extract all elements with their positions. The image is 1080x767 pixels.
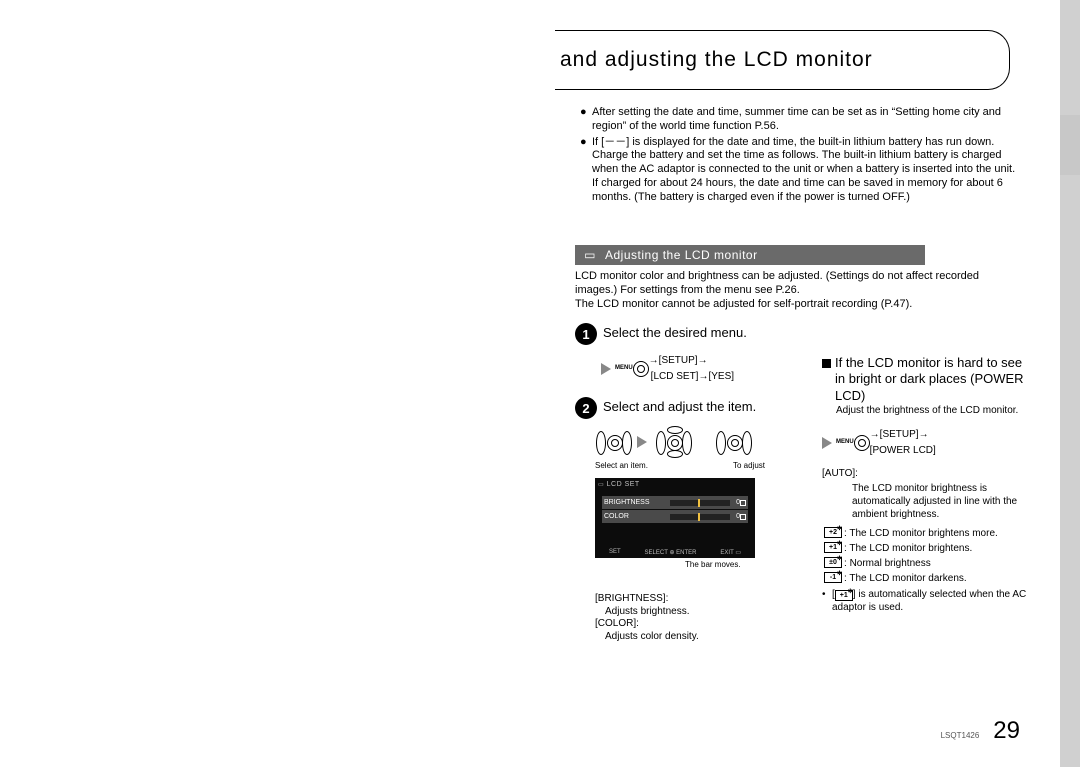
right-subtext: Adjust the brightness of the LCD monitor… xyxy=(836,405,1032,418)
caption: Select an item. xyxy=(595,461,733,470)
level-row: ±0 : Normal brightness xyxy=(822,557,1032,570)
menu-path-text: [POWER LCD] xyxy=(870,445,936,456)
arrow-right-icon xyxy=(637,436,647,448)
menu-path: MENU →[SETUP]→ [LCD SET]→[YES] xyxy=(601,353,795,385)
bullet-text: If [－－] is displayed for the date and ti… xyxy=(592,136,1020,205)
caption: To adjust xyxy=(733,461,765,470)
step-2: 2 Select and adjust the item. xyxy=(575,397,795,419)
lcd-bottom-labels: SET SELECT ⊕ ENTER EXIT ▭ xyxy=(597,549,753,556)
lcd-icon: ▭ xyxy=(575,245,605,265)
level-row: +2 : The LCD monitor brightens more. xyxy=(822,527,1032,540)
manual-page: and adjusting the LCD monitor ● After se… xyxy=(0,0,1060,767)
level-row: -1 : The LCD monitor darkens. xyxy=(822,572,1032,585)
step-title: Select the desired menu. xyxy=(603,323,747,345)
intro-line: LCD monitor color and brightness can be … xyxy=(575,270,1015,298)
arrow-right-icon xyxy=(822,437,832,449)
step2-description: [BRIGHTNESS]: Adjusts brightness. [COLOR… xyxy=(595,593,795,643)
right-column: If the LCD monitor is hard to see in bri… xyxy=(822,355,1032,614)
level-text: The LCD monitor darkens. xyxy=(849,573,966,584)
joystick-icon xyxy=(595,425,633,459)
desc-label: [BRIGHTNESS]: xyxy=(595,593,795,606)
step-title: Select and adjust the item. xyxy=(603,397,756,419)
menu-label: MENU xyxy=(836,438,854,448)
arrow-right-icon xyxy=(601,363,611,375)
right-heading: If the LCD monitor is hard to see in bri… xyxy=(822,355,1032,404)
pointer-caption: The bar moves. xyxy=(685,560,795,569)
intro-bullets: ● After setting the date and time, summe… xyxy=(580,106,1020,206)
joystick-caption: Select an item. To adjust xyxy=(595,461,765,470)
level-text: The LCD monitor brightens more. xyxy=(849,528,997,539)
lcd-row-color: COLOR 0 xyxy=(602,510,748,523)
square-bullet-icon xyxy=(822,359,831,368)
left-column: 1 Select the desired menu. MENU →[SETUP]… xyxy=(575,323,795,643)
joystick-illustration xyxy=(595,425,795,459)
lcd-row-brightness: BRIGHTNESS 0 xyxy=(602,496,748,509)
page-title: and adjusting the LCD monitor xyxy=(560,48,873,72)
lcd-title: LCD SET xyxy=(607,481,640,488)
joystick-icon xyxy=(655,425,693,459)
menu-path-text: [LCD SET]→[YES] xyxy=(651,371,734,382)
step-number-icon: 1 xyxy=(575,323,597,345)
auto-label: [AUTO]: xyxy=(822,467,1032,480)
joystick-icon xyxy=(715,425,753,459)
lcd-screenshot: ▭ LCD SET BRIGHTNESS 0 COLOR 0 SET SELEC… xyxy=(595,478,755,558)
level-icon: +2 xyxy=(824,527,842,538)
desc-text: Adjusts color density. xyxy=(605,631,795,644)
menu-path-text: →[SETUP]→ xyxy=(649,355,708,366)
menu-label: MENU xyxy=(615,364,633,374)
intro-line: The LCD monitor cannot be adjusted for s… xyxy=(575,298,1015,312)
bullet-text: After setting the date and time, summer … xyxy=(592,106,1020,134)
joystick-center-icon xyxy=(854,435,870,451)
auto-desc: The LCD monitor brightness is automatica… xyxy=(852,482,1032,521)
step-number-icon: 2 xyxy=(575,397,597,419)
level-list: [AUTO]: The LCD monitor brightness is au… xyxy=(822,467,1032,614)
level-text: The LCD monitor brightens. xyxy=(849,543,972,554)
level-row: +1 : The LCD monitor brightens. xyxy=(822,542,1032,555)
page-footer: LSQT1426 29 xyxy=(941,717,1020,745)
slider-bar xyxy=(670,514,730,520)
menu-path-text: →[SETUP]→ xyxy=(870,429,929,440)
bullet: ● After setting the date and time, summe… xyxy=(580,106,1020,134)
menu-path: MENU →[SETUP]→ [POWER LCD] xyxy=(822,427,1032,459)
step-1: 1 Select the desired menu. xyxy=(575,323,795,345)
page-number: 29 xyxy=(993,717,1020,745)
bullet: ● If [－－] is displayed for the date and … xyxy=(580,136,1020,205)
section-bar: ▭Adjusting the LCD monitor xyxy=(575,245,925,265)
desc-label: [COLOR]: xyxy=(595,618,795,631)
level-icon: ±0 xyxy=(824,557,842,568)
level-icon: +1 xyxy=(824,542,842,553)
level-icon: +1 xyxy=(835,590,853,601)
section-intro: LCD monitor color and brightness can be … xyxy=(575,270,1015,311)
footnote-text: is automatically selected when the AC ad… xyxy=(832,589,1026,613)
level-icon: -1 xyxy=(824,572,842,583)
level-text: Normal brightness xyxy=(850,558,931,569)
side-tab xyxy=(1060,115,1080,175)
footnote: • [+1] is automatically selected when th… xyxy=(822,589,1032,614)
slider-bar xyxy=(670,500,730,506)
desc-text: Adjusts brightness. xyxy=(605,606,795,619)
title-box: and adjusting the LCD monitor xyxy=(555,30,1010,90)
joystick-center-icon xyxy=(633,361,649,377)
part-number: LSQT1426 xyxy=(941,731,980,740)
section-heading: Adjusting the LCD monitor xyxy=(605,248,758,262)
